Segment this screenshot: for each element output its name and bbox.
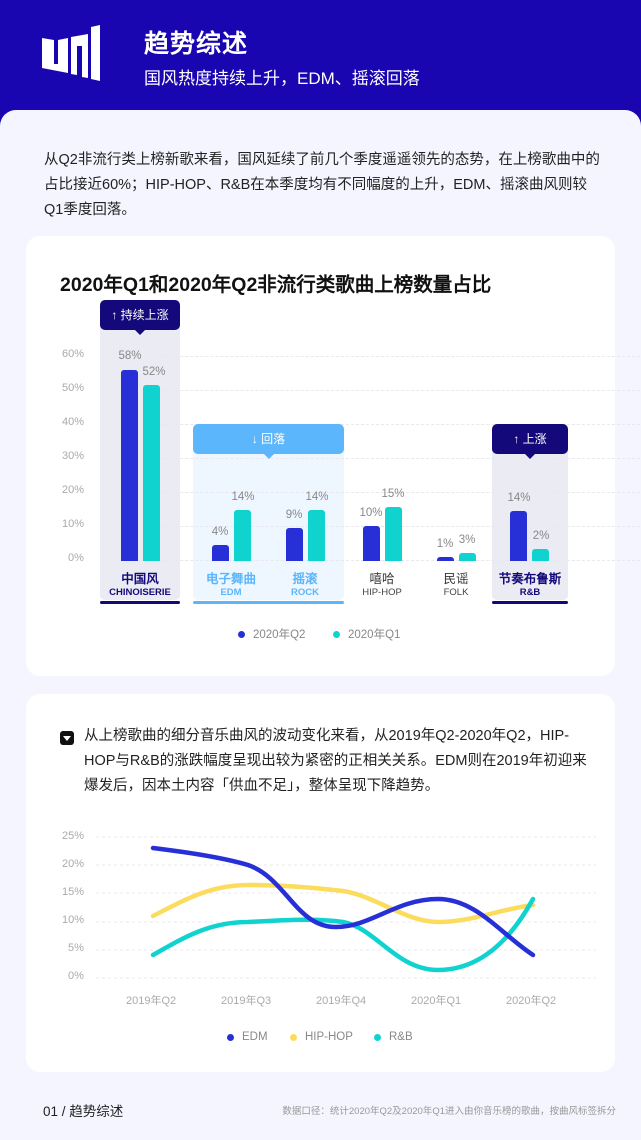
y-tick: 0%: [68, 970, 84, 982]
bar-chart-title: 2020年Q1和2020年Q2非流行类歌曲上榜数量占比: [60, 274, 492, 296]
bar-rock-q1: [308, 510, 325, 561]
footer-page-label: 01 / 趋势综述: [43, 1104, 124, 1119]
x-tick: 2019年Q3: [221, 995, 272, 1007]
grid-line: [120, 424, 640, 425]
category-rnb: 节奏布鲁斯 R&B: [498, 572, 562, 598]
page-subtitle: 国风热度持续上升，EDM、摇滚回落: [144, 69, 420, 88]
bar-folk-q2: [437, 557, 454, 561]
line-legend-rnb: R&B: [374, 1031, 413, 1043]
y-tick: 10%: [62, 518, 85, 530]
value-label: 10%: [359, 507, 383, 519]
toggle-triangle-icon: [60, 731, 74, 745]
value-label: 14%: [305, 491, 329, 503]
header-banner: 趋势综述 国风热度持续上升，EDM、摇滚回落: [0, 0, 641, 112]
legend-dot-icon: [227, 1033, 234, 1041]
x-tick: 2020年Q1: [411, 995, 462, 1007]
bar-legend-q1: 2020年Q1: [333, 626, 400, 642]
y-tick: 10%: [62, 914, 85, 926]
highlight-underline: [193, 601, 344, 604]
line-chart-card: 从上榜歌曲的细分音乐曲风的波动变化来看，从2019年Q2-2020年Q2，HIP…: [26, 694, 615, 1072]
line-hiphop: [150, 882, 536, 925]
line-edm: [150, 845, 536, 958]
y-tick: 40%: [62, 416, 85, 428]
badge-fall: ↓ 回落: [193, 424, 344, 459]
value-label: 14%: [231, 491, 255, 503]
y-tick: 20%: [62, 858, 85, 870]
y-tick: 0%: [68, 552, 84, 564]
bar-folk-q1: [459, 553, 476, 561]
bar-edm-q2: [212, 545, 229, 561]
bar-edm-q1: [234, 510, 251, 561]
legend-dot-icon: [290, 1033, 297, 1041]
badge-rise: ↑ 上涨: [492, 424, 568, 459]
value-label: 2%: [532, 530, 550, 542]
y-tick: 5%: [68, 942, 84, 954]
grid-line: [120, 492, 640, 493]
y-tick: 50%: [62, 382, 85, 394]
grid-line: [120, 356, 640, 357]
grid-line: [120, 526, 640, 527]
value-label: 14%: [507, 492, 531, 504]
bar-chinoiserie-q2: [121, 370, 138, 561]
bar-rnb-q1: [532, 549, 549, 561]
category-rock: 摇滚 ROCK: [291, 572, 319, 598]
x-tick: 2020年Q2: [506, 995, 557, 1007]
category-chinoiserie: 中国风 CHINOISERIE: [109, 572, 171, 598]
badge-continue-rise: ↑ 持续上涨: [100, 300, 180, 335]
x-tick: 2019年Q4: [316, 995, 367, 1007]
line-legend-edm: EDM: [227, 1031, 268, 1043]
y-tick: 15%: [62, 886, 85, 898]
category-folk: 民谣 FOLK: [443, 572, 469, 598]
bar-chart-card: 2020年Q1和2020年Q2非流行类歌曲上榜数量占比 60% 50% 40% …: [26, 236, 640, 676]
content-page: 从Q2非流行类上榜新歌来看，国风延续了前几个季度遥遥领先的态势，在上榜歌曲中的占…: [0, 110, 641, 1140]
line-chart: [96, 836, 596, 979]
value-label: 4%: [211, 526, 229, 538]
bar-chinoiserie-q1: [143, 385, 160, 561]
line-legend-hiphop: HIP-HOP: [290, 1031, 353, 1043]
bar-rnb-q2: [510, 511, 527, 561]
line-rnb: [150, 896, 536, 973]
value-label: 58%: [118, 350, 142, 362]
uni-logo-icon: [42, 25, 100, 81]
value-label: 15%: [381, 488, 405, 500]
footer-data-note: 数据口径：统计2020年Q2及2020年Q1进入由你音乐榜的歌曲，按曲风标签拆分: [282, 1106, 616, 1117]
grid-line: [120, 458, 640, 459]
highlight-underline: [100, 601, 180, 604]
grid-line: [120, 390, 640, 391]
value-label: 1%: [436, 538, 454, 550]
intro-text: 从Q2非流行类上榜新歌来看，国风延续了前几个季度遥遥领先的态势，在上榜歌曲中的占…: [44, 152, 600, 218]
chinoiserie-highlight: [100, 318, 180, 600]
category-edm: 电子舞曲 EDM: [205, 572, 256, 598]
value-label: 9%: [285, 509, 303, 521]
line-section-text: 从上榜歌曲的细分音乐曲风的波动变化来看，从2019年Q2-2020年Q2，HIP…: [84, 728, 587, 794]
bar-hiphop-q2: [363, 526, 380, 561]
legend-dot-icon: [374, 1033, 381, 1041]
bar-hiphop-q1: [385, 507, 402, 561]
legend-dot-icon: [333, 630, 340, 638]
bar-legend-q2: 2020年Q2: [238, 626, 305, 642]
page-title: 趋势综述: [144, 30, 249, 58]
bar-rock-q2: [286, 528, 303, 561]
y-tick: 25%: [62, 830, 85, 842]
grid-line: [120, 560, 640, 561]
y-tick: 20%: [62, 484, 85, 496]
legend-dot-icon: [238, 630, 245, 638]
x-tick: 2019年Q2: [126, 995, 177, 1007]
y-tick: 60%: [62, 348, 85, 360]
value-label: 3%: [458, 534, 476, 546]
y-tick: 30%: [62, 450, 85, 462]
category-hiphop: 嘻哈 HIP-HOP: [362, 572, 402, 598]
highlight-underline: [492, 601, 568, 604]
value-label: 52%: [142, 366, 166, 378]
